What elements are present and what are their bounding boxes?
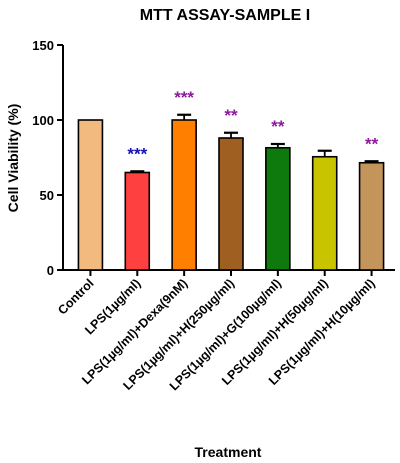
- significance-label: **: [224, 106, 238, 125]
- y-ticks: 0 50 100 150: [32, 38, 63, 278]
- bar: [265, 146, 291, 271]
- bars: ************: [77, 88, 385, 271]
- x-axis-title: Treatment: [195, 444, 262, 460]
- bar: [311, 155, 338, 271]
- x-ticks: ControlLPS(1µg/ml)LPS(1µg/ml)+Dexa(9nM)L…: [55, 270, 378, 393]
- y-tick-label: 50: [40, 188, 54, 203]
- significance-label: **: [271, 117, 285, 136]
- y-axis-title: Cell Viability (%): [5, 104, 21, 213]
- x-tick-label: Control: [55, 276, 96, 317]
- chart-title: MTT ASSAY-SAMPLE I: [140, 7, 310, 24]
- y-tick-label: 150: [32, 38, 54, 53]
- bar: [77, 119, 104, 271]
- significance-label: ***: [174, 88, 194, 107]
- bar: [171, 119, 197, 271]
- significance-label: ***: [127, 144, 147, 163]
- significance-label: **: [365, 134, 379, 153]
- bar: [358, 161, 385, 271]
- y-tick-label: 0: [47, 263, 54, 278]
- y-tick-label: 100: [32, 113, 54, 128]
- bar: [218, 137, 244, 271]
- bar: [124, 171, 151, 271]
